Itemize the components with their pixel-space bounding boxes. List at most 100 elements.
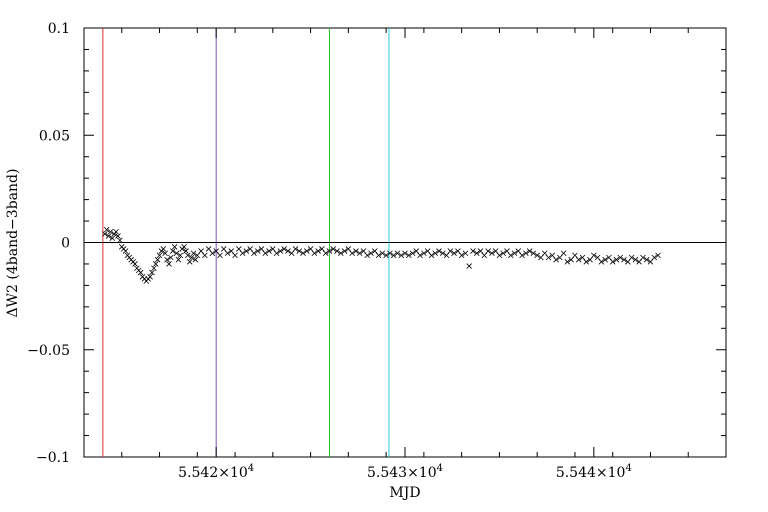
data-point <box>103 226 110 233</box>
data-point <box>117 237 123 244</box>
y-tick-label: 0.1 <box>48 21 70 37</box>
data-point <box>560 250 567 257</box>
data-point <box>109 235 116 241</box>
data-point <box>439 250 446 257</box>
data-point <box>523 250 529 257</box>
data-point <box>186 259 193 265</box>
data-point <box>553 256 559 263</box>
data-point <box>458 252 465 259</box>
data-point <box>251 250 257 257</box>
data-point <box>232 252 238 259</box>
data-point <box>341 248 348 254</box>
data-point <box>326 248 333 254</box>
y-tick-label: −0.05 <box>27 343 70 359</box>
data-point <box>353 248 359 254</box>
data-point <box>330 246 337 252</box>
data-point <box>217 252 223 259</box>
data-point <box>432 250 438 257</box>
data-point <box>519 252 525 259</box>
data-point <box>177 252 184 259</box>
data-point <box>113 228 119 235</box>
data-point <box>239 250 246 257</box>
data-point <box>166 261 172 267</box>
data-point <box>598 259 605 265</box>
data-point <box>591 252 597 259</box>
y-tick-label: 0.05 <box>39 128 70 144</box>
data-point <box>185 252 191 259</box>
y-tick-label: 0 <box>61 236 70 252</box>
data-point <box>643 256 650 263</box>
data-point <box>617 254 624 261</box>
data-point <box>137 269 144 276</box>
data-point <box>338 250 344 257</box>
data-point <box>564 259 571 265</box>
data-point <box>192 256 199 263</box>
data-point <box>152 261 159 267</box>
data-point <box>485 248 491 254</box>
data-point <box>356 250 363 257</box>
x-tick-mantissa: 5.544×10 <box>556 465 626 481</box>
data-point <box>149 269 155 276</box>
data-point <box>383 252 389 259</box>
x-axis-title: MJD <box>389 485 420 501</box>
data-point <box>390 252 397 259</box>
data-point <box>575 256 582 263</box>
data-point <box>451 250 457 257</box>
data-point <box>311 250 318 257</box>
data-point <box>183 248 189 254</box>
data-point <box>364 252 371 259</box>
data-point <box>621 256 627 263</box>
data-point <box>405 252 412 259</box>
data-point <box>379 250 386 257</box>
x-tick-mantissa: 5.542×10 <box>178 465 248 481</box>
data-point <box>428 252 435 259</box>
y-tick-label: −0.1 <box>36 450 70 466</box>
data-point <box>447 248 454 254</box>
data-point <box>632 256 639 263</box>
data-point <box>105 233 112 239</box>
data-point <box>526 248 533 254</box>
data-point <box>296 248 303 254</box>
data-point <box>387 250 393 257</box>
data-point <box>173 250 180 257</box>
data-point <box>322 250 329 257</box>
x-tick-label: 5.543×104 <box>367 463 443 481</box>
data-point <box>168 254 174 261</box>
x-tick-exponent: 4 <box>625 463 631 474</box>
x-tick-mantissa: 5.543×10 <box>367 465 437 481</box>
data-point <box>132 261 138 267</box>
data-point <box>101 231 108 237</box>
data-point <box>349 250 355 257</box>
data-point <box>500 250 506 257</box>
data-point <box>402 250 408 257</box>
scatter-points <box>101 226 661 284</box>
data-point <box>156 252 163 259</box>
data-point <box>394 250 401 257</box>
data-point <box>507 252 514 259</box>
data-point <box>224 250 231 257</box>
data-point <box>534 252 540 259</box>
y-axis-title: ΔW2 (4band−3band) <box>5 169 21 318</box>
data-point <box>613 256 620 263</box>
data-point <box>375 252 382 259</box>
data-point <box>628 254 635 261</box>
data-point <box>545 254 552 261</box>
y-tick-labels: 0.1 0.05 0 −0.05 −0.1 <box>27 21 70 466</box>
data-point <box>169 248 176 254</box>
data-point <box>188 254 195 261</box>
data-point <box>640 254 646 261</box>
axis-ticks <box>83 27 727 458</box>
data-point <box>190 250 197 257</box>
data-point <box>262 250 269 257</box>
data-point <box>122 248 129 254</box>
data-point <box>292 246 299 252</box>
data-point <box>602 256 608 263</box>
data-point <box>209 250 216 257</box>
data-point <box>160 246 167 252</box>
data-point <box>266 248 272 254</box>
data-point <box>436 248 442 254</box>
data-point <box>368 250 374 257</box>
x-tick-exponent: 4 <box>248 463 254 474</box>
data-point <box>409 250 416 257</box>
